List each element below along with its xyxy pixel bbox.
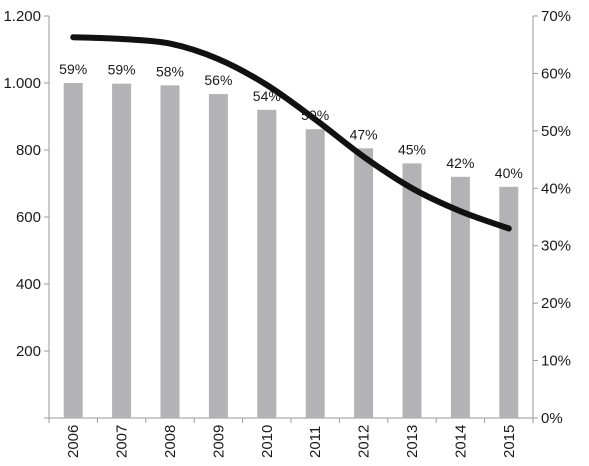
bar — [63, 83, 83, 418]
right-axis-tick-label: 70% — [541, 8, 571, 25]
right-axis-tick-label: 30% — [541, 238, 571, 255]
bar-data-label: 56% — [204, 72, 232, 88]
bar — [402, 163, 422, 418]
bar-data-label: 42% — [446, 155, 474, 171]
bar-data-label: 50% — [301, 107, 329, 123]
x-axis-tick-label: 2013 — [404, 425, 421, 458]
bar-data-label: 59% — [59, 61, 87, 77]
left-axis-tick-label: 400 — [16, 276, 41, 293]
x-axis-tick-label: 2008 — [162, 425, 179, 458]
x-axis-tick-label: 2006 — [65, 425, 82, 458]
left-axis-tick-label: 200 — [16, 343, 41, 360]
x-axis-tick-label: 2009 — [210, 425, 227, 458]
line-series — [70, 34, 512, 232]
bar — [160, 85, 180, 418]
x-axis-tick-label: 2011 — [307, 426, 324, 458]
left-axis-tick-label: 600 — [16, 209, 41, 226]
right-axis-tick-label: 40% — [541, 180, 571, 197]
x-axis-tick-label: 2015 — [501, 425, 518, 458]
bar-data-label: 54% — [253, 88, 281, 104]
bar — [450, 176, 470, 418]
bar — [354, 148, 374, 418]
right-axis-tick-label: 50% — [541, 123, 571, 140]
left-axis-tick-label: 1.200 — [3, 8, 41, 25]
right-axis-tick-label: 60% — [541, 65, 571, 82]
x-axis-tick-label: 2007 — [114, 425, 131, 458]
bar-data-label: 58% — [156, 63, 184, 79]
left-axis-tick-label: 1.000 — [3, 75, 41, 92]
x-axis-tick-label: 2010 — [259, 425, 276, 458]
right-axis-tick-label: 10% — [541, 353, 571, 370]
bar-data-label: 59% — [108, 62, 136, 78]
bar — [257, 109, 277, 419]
bar-data-label: 47% — [350, 126, 378, 142]
bar — [499, 186, 519, 418]
left-axis-tick-label: 800 — [16, 142, 41, 159]
bar-data-label: 40% — [495, 165, 523, 181]
bar — [305, 129, 325, 419]
bar — [208, 94, 228, 419]
x-axis-tick-label: 2014 — [452, 425, 469, 458]
right-axis-tick-label: 20% — [541, 295, 571, 312]
x-axis-tick-label: 2012 — [356, 425, 373, 458]
bar-data-label: 45% — [398, 141, 426, 157]
bar — [112, 83, 132, 419]
right-axis-tick-label: 0% — [541, 410, 563, 427]
